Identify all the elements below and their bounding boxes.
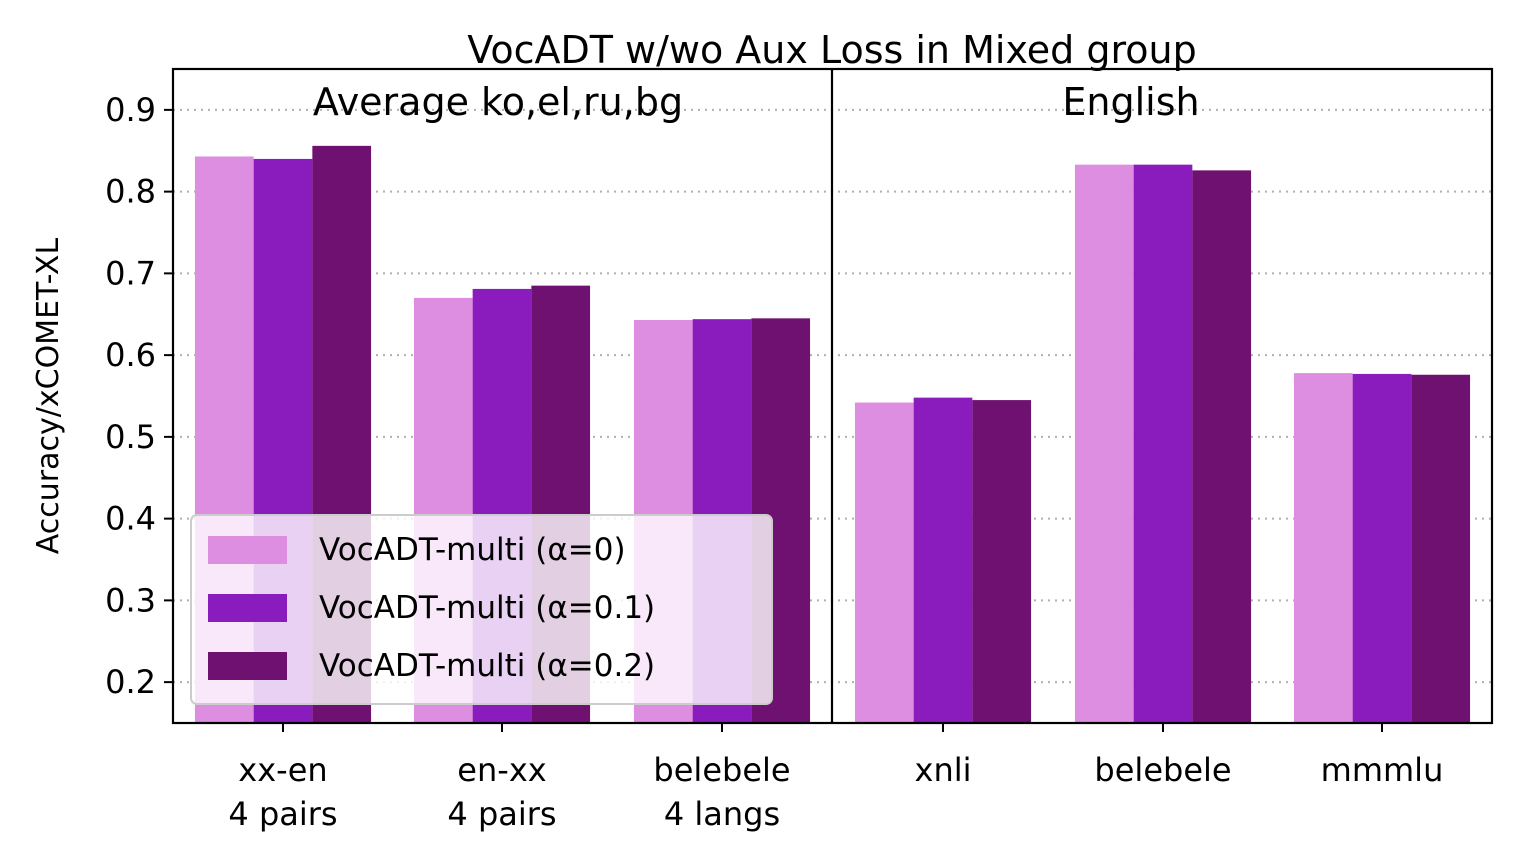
x-tick-label: 4 langs [664, 795, 780, 833]
bar [972, 400, 1032, 723]
y-tick-label: 0.3 [105, 581, 156, 619]
y-tick-label: 0.7 [105, 254, 156, 292]
y-tick-label: 0.9 [105, 91, 156, 129]
legend-swatch [208, 594, 287, 622]
x-tick-label: 4 pairs [228, 795, 337, 833]
panel-title-english: English [1062, 80, 1199, 124]
y-tick-label: 0.8 [105, 173, 156, 211]
y-tick-label: 0.5 [105, 418, 156, 456]
panel-title-average: Average ko,el,ru,bg [313, 80, 683, 124]
bar [913, 397, 973, 723]
bar [1352, 373, 1412, 723]
legend-entry-label: VocADT-multi (α=0.2) [319, 648, 655, 684]
x-tick-label: xx-en [238, 751, 327, 789]
plot-frame [171, 67, 1494, 725]
bar [1411, 374, 1471, 723]
x-tick-label: en-xx [457, 751, 546, 789]
bar [1192, 170, 1252, 723]
x-tick-label: 4 pairs [447, 795, 556, 833]
chart-title: VocADT w/wo Aux Loss in Mixed group [467, 28, 1196, 72]
bar [1293, 373, 1353, 723]
legend-entry-label: VocADT-multi (α=0.1) [319, 590, 655, 626]
legend-box [190, 514, 773, 705]
x-tick-label: belebele [1094, 751, 1231, 789]
legend-entry-label: VocADT-multi (α=0) [319, 532, 626, 568]
x-tick-label: belebele [653, 751, 790, 789]
legend: VocADT-multi (α=0) VocADT-multi (α=0.1) Vo… [190, 514, 773, 705]
x-tick-label: mmmlu [1321, 751, 1444, 789]
y-tick-label: 0.2 [105, 663, 156, 701]
y-tick-label: 0.6 [105, 336, 156, 374]
bar [1074, 164, 1134, 723]
y-tick-label: 0.4 [105, 500, 156, 538]
y-axis-label: Accuracy/xCOMET-XL [31, 238, 66, 555]
legend-swatch [208, 652, 287, 680]
legend-swatch [208, 536, 287, 564]
bar [1133, 164, 1193, 723]
x-tick-label: xnli [915, 751, 972, 789]
bar [854, 402, 914, 723]
axis-ticks: 0.2 0.3 0.4 0.5 0.6 0.7 0.8 0.9 xx-en 4 pairs en-x… [105, 91, 1443, 833]
